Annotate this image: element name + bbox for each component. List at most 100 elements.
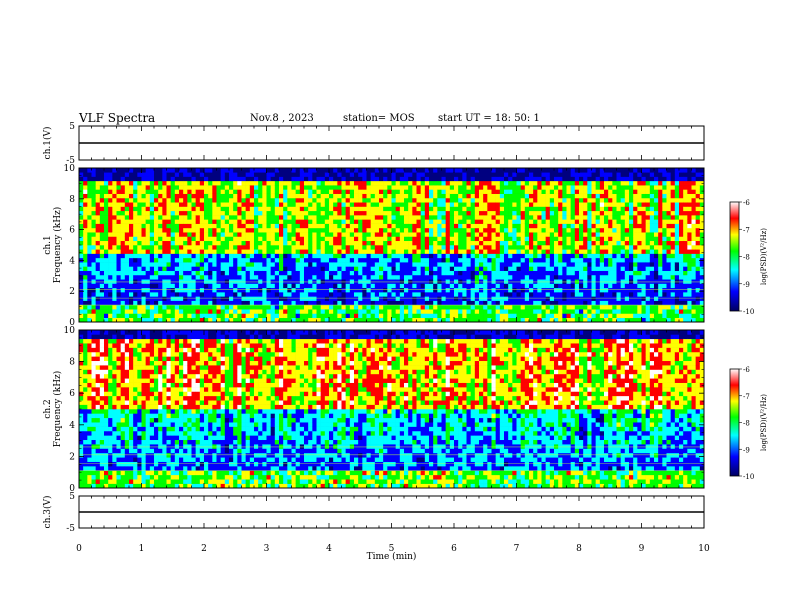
spectrogram-cell [320,210,326,216]
spectrogram-cell [437,245,442,250]
spectrogram-cell [295,185,301,190]
spectrogram-cell [233,287,238,293]
spectrogram-cell [383,172,388,177]
spectrogram-cell [91,227,96,233]
spectrogram-cell [387,197,392,203]
spectrogram-cell [108,215,113,220]
spectrogram-cell [362,304,367,310]
spectrogram-cell [487,193,492,199]
spectrogram-cell [645,287,651,293]
spectrogram-cell [437,249,442,254]
spectrogram-cell [174,300,180,306]
spectrogram-cell [495,266,501,271]
spectrogram-cell [395,317,401,323]
spectrogram-cell [312,309,317,314]
spectrogram-cell [279,202,284,207]
spectrogram-cell [629,219,634,224]
spectrogram-cell [499,197,505,203]
spectrogram-cell [637,309,642,314]
spectrogram-cell [249,210,255,216]
spectrogram-cell [212,180,217,186]
spectrogram-cell [454,236,459,242]
spectrogram-cell [441,253,446,259]
spectrogram-cell [212,219,217,224]
spectrogram-cell [620,317,626,323]
spectrogram-cell [458,292,463,297]
spectrogram-cell [137,227,142,233]
spectrogram-cell [641,292,646,297]
spectrogram-cell [229,257,234,263]
spectrogram-cell [495,313,501,319]
spectrogram-cell [537,197,542,203]
spectrogram-cell [229,292,234,297]
spectrogram-cell [604,232,609,237]
spectrogram-cell [270,245,276,250]
spectrogram-cell [83,223,88,229]
spectrogram-cell [283,185,288,190]
spectrogram-cell [91,292,96,297]
spectrogram-cell [445,223,451,229]
spectrogram-cell [654,309,659,314]
spectrogram-cell [166,283,171,289]
spectrogram-cell [120,168,126,173]
spectrogram-cell [79,304,84,310]
spectrogram-cell [216,227,221,233]
spectrogram-cell [479,232,484,237]
spectrogram-cell [391,274,396,280]
spectrogram-cell [395,210,401,216]
spectrogram-cell [304,189,309,194]
spectrogram-cell [387,292,392,297]
spectrogram-cell [554,210,559,216]
spectrogram-cell [220,287,226,293]
spectrogram-cell [312,185,317,190]
spectrogram-cell [187,283,192,289]
spectrogram-cell [624,270,630,276]
spectrogram-cell [399,300,405,306]
spectrogram-cell [454,210,459,216]
spectrogram-cell [287,240,292,246]
spectrogram-cell [462,210,467,216]
spectrogram-cell [574,227,580,233]
spectrogram-cell [516,172,521,177]
spectrogram-cell [179,266,184,271]
spectrogram-cell [587,210,592,216]
spectrogram-cell [433,279,438,284]
spectrogram-cell [270,180,276,186]
spectrogram-cell [279,168,284,173]
spectrogram-cell [270,249,276,254]
spectrogram-cell [362,227,367,233]
spectrogram-cell [416,189,421,194]
spectrogram-cell [224,206,230,212]
spectrogram-cell [304,262,309,267]
spectrogram-cell [345,245,351,250]
spectrogram-cell [120,253,126,259]
spectrogram-cell [533,240,538,246]
spectrogram-cell [458,227,463,233]
spectrogram-cell [524,249,530,254]
spectrogram-cell [624,257,630,263]
spectrogram-cell [583,189,588,194]
spectrogram-cell [579,253,584,259]
spectrogram-cell [408,266,413,271]
spectrogram-cell [437,193,442,199]
spectrogram-cell [608,219,613,224]
spectrogram-cell [570,287,576,293]
spectrogram-cell [212,249,217,254]
spectrogram-cell [224,236,230,242]
spectrogram-cell [254,245,259,250]
spectrogram-cell [245,210,251,216]
spectrogram-cell [137,180,142,186]
spectrogram-cell [237,240,242,246]
spectrogram-cell [158,309,163,314]
spectrogram-cell [454,249,459,254]
spectrogram-cell [316,189,321,194]
spectrogram-cell [441,180,446,186]
spectrogram-cell [495,317,501,323]
spectrogram-cell [433,176,438,182]
spectrogram-cell [399,245,405,250]
spectrogram-cell [170,296,176,301]
spectrogram-cell [320,185,326,190]
spectrogram-cell [279,227,284,233]
spectrogram-cell [437,300,442,306]
spectrogram-cell [95,172,101,177]
